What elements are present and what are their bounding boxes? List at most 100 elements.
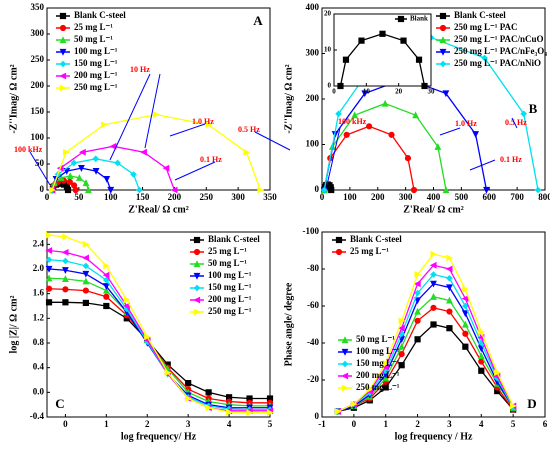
marker (478, 328, 486, 336)
marker (430, 304, 437, 311)
marker (136, 186, 143, 194)
marker (185, 395, 192, 402)
marker (381, 99, 389, 107)
legend-label: 100 mg L⁻¹ (208, 270, 252, 280)
marker (78, 148, 86, 156)
marker (82, 179, 90, 187)
y-axis-label: Phase angle/ degree (283, 282, 294, 366)
annotation: 0.5 Hz (238, 125, 260, 134)
marker (62, 148, 70, 156)
plot-frame (333, 13, 432, 87)
y-tick-label: 100 (306, 139, 320, 149)
marker (82, 254, 89, 262)
panel-label: D (527, 396, 536, 411)
marker (102, 271, 110, 279)
marker (414, 307, 421, 315)
marker (257, 186, 265, 194)
legend-label: 250 mg L⁻¹ PAC/nCuO (454, 34, 544, 44)
marker (193, 260, 201, 268)
marker (82, 277, 90, 285)
marker (193, 248, 201, 256)
marker (520, 110, 528, 118)
marker (358, 37, 365, 44)
marker (434, 143, 442, 150)
annotation: 0.5 Hz (505, 118, 527, 127)
marker (446, 284, 453, 292)
marker (82, 287, 89, 294)
annotation: 0.1 Hz (500, 155, 522, 164)
legend-label: 50 mg L⁻¹ (208, 258, 247, 268)
series-line (337, 264, 514, 413)
x-tick-label: 4 (227, 419, 232, 429)
legend-label: 200 mg L⁻¹ (74, 70, 118, 80)
marker (430, 293, 437, 300)
marker (415, 56, 423, 63)
marker (61, 248, 69, 256)
marker (123, 302, 130, 310)
marker (494, 369, 501, 377)
marker (446, 296, 453, 304)
x-tick-label: 2 (415, 419, 420, 429)
marker (343, 131, 350, 138)
y-tick-label: 0 (40, 184, 45, 194)
marker (414, 317, 421, 324)
series-line (49, 301, 270, 400)
marker (439, 36, 447, 44)
marker (103, 262, 111, 270)
y-tick-label: -80 (307, 263, 319, 273)
marker (398, 342, 406, 350)
y-tick-label: 2.4 (33, 238, 45, 248)
marker (45, 247, 53, 254)
y-tick-label: 0 (328, 82, 332, 90)
marker (62, 275, 69, 282)
marker (45, 274, 53, 282)
y-tick-label: 0 (315, 411, 320, 421)
annotation-arrow (109, 73, 151, 161)
marker (114, 159, 121, 167)
annotation-arrow (29, 151, 51, 186)
annotation: 1.0 Hz (192, 117, 214, 126)
marker (246, 409, 254, 417)
marker (397, 15, 405, 23)
marker (82, 270, 90, 278)
x-axis-label: log frequency / Hz (395, 431, 473, 442)
marker (414, 289, 421, 297)
x-tick-label: 350 (263, 192, 277, 202)
x-tick-label: 1 (383, 419, 388, 429)
marker (462, 285, 470, 293)
marker (413, 280, 421, 288)
marker (82, 262, 90, 270)
y-tick-label: 1.6 (33, 288, 45, 298)
x-tick-label: 100 (104, 192, 118, 202)
y-tick-label: 250 (31, 54, 45, 64)
marker (412, 111, 420, 119)
annotation-arrow (144, 73, 161, 149)
marker (328, 186, 335, 194)
legend-label: 100 mg L⁻¹ (74, 46, 118, 56)
x-tick-label: 300 (399, 192, 413, 202)
annotation: 1.0 Hz (455, 119, 477, 128)
marker (140, 148, 147, 156)
y-axis-label: -Z''Imag/ Ω cm² (283, 64, 294, 133)
marker (193, 308, 201, 316)
marker (66, 172, 74, 180)
marker (48, 186, 56, 194)
marker (225, 408, 233, 416)
annotation-arrow (469, 159, 496, 171)
legend-label: Blank (410, 15, 428, 23)
legend-label: Blank C-steel (208, 234, 260, 244)
series-line (48, 249, 270, 412)
y-tick-label: 2.0 (33, 263, 45, 273)
marker (62, 257, 69, 265)
legend-label: 200 mg L⁻¹ (356, 370, 400, 380)
y-tick-label: -40 (307, 337, 319, 347)
legend-label: 250 mg L⁻¹ PAC/nNiO (454, 58, 541, 68)
marker (102, 286, 110, 294)
series-line (337, 296, 514, 413)
x-tick-label: 3 (186, 419, 191, 429)
marker (472, 131, 480, 138)
marker (341, 348, 349, 356)
marker (101, 121, 108, 129)
x-axis-label: Z'Real/ Ω cm² (128, 204, 188, 215)
marker (62, 233, 70, 241)
